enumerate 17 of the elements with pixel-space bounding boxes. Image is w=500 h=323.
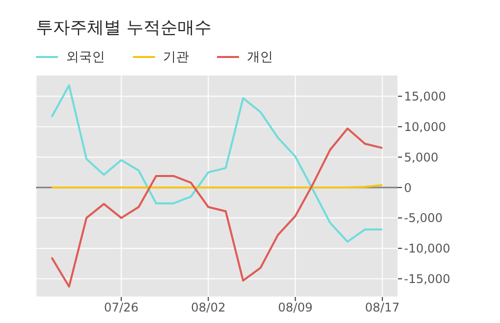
x-tick-label: 07/26 <box>104 300 139 315</box>
y-tick-label: 15,000 <box>404 90 446 104</box>
y-tick-label: -15,000 <box>404 272 450 286</box>
y-tick-label: 0 <box>404 180 412 195</box>
x-tick-label: 08/02 <box>191 300 226 315</box>
x-tick-label: 08/17 <box>365 300 400 315</box>
x-tick-label: 08/09 <box>278 300 313 315</box>
legend-label: 외국인 <box>66 49 105 66</box>
y-tick-label: -10,000 <box>404 242 450 256</box>
y-tick-label: 10,000 <box>404 120 446 134</box>
line-series <box>50 128 384 288</box>
legend-label: 기관 <box>163 49 189 66</box>
y-tick-label: 5,000 <box>404 150 438 164</box>
legend-label: 개인 <box>247 49 273 66</box>
y-tick-label: -5,000 <box>404 211 443 226</box>
chart-title: 투자주체별 누적순매수 <box>36 17 212 39</box>
line-series <box>50 84 384 243</box>
